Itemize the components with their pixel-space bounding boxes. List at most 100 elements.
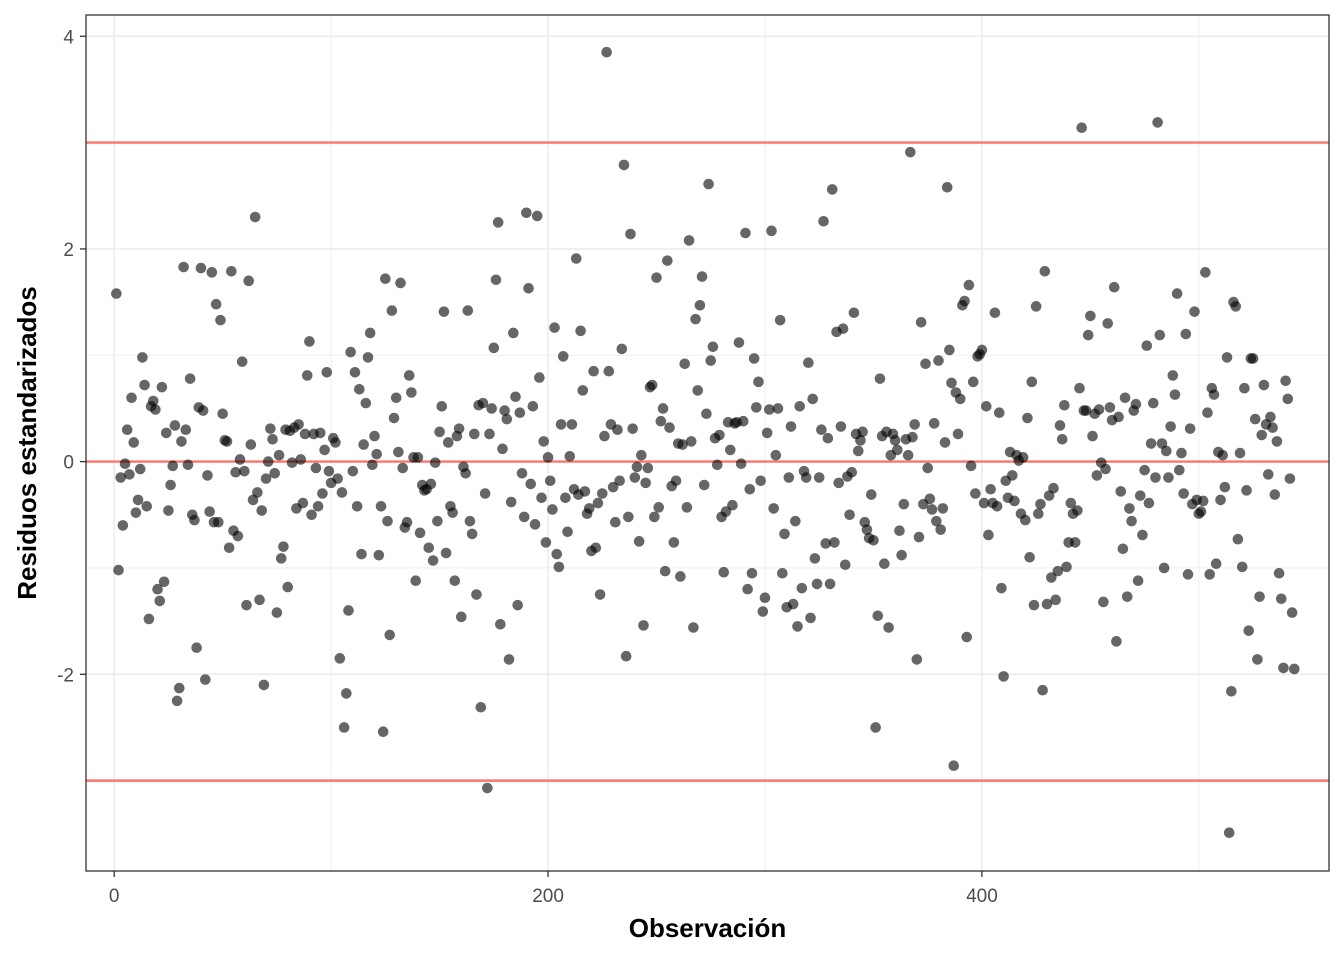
data-point (453, 423, 465, 434)
data-point (575, 325, 586, 337)
data-point (915, 317, 927, 328)
data-point (436, 401, 448, 412)
data-point (948, 760, 960, 772)
data-point (514, 407, 526, 418)
data-point (638, 620, 649, 631)
panel-fill (86, 15, 1329, 871)
data-point (1154, 329, 1166, 341)
data-point (380, 273, 391, 285)
data-point (965, 460, 977, 472)
data-point (1273, 567, 1285, 579)
data-point (119, 458, 131, 470)
data-point (937, 503, 949, 514)
data-point (902, 449, 914, 461)
data-point (260, 473, 272, 484)
data-point (121, 424, 133, 436)
data-point (599, 430, 610, 442)
data-point (961, 631, 973, 643)
data-point (414, 527, 426, 539)
x-tick-label: 200 (532, 886, 564, 907)
data-point (590, 542, 602, 554)
data-point (889, 435, 901, 446)
data-point (256, 505, 268, 516)
data-point (1280, 375, 1291, 387)
y-tick-label: -2 (57, 665, 74, 686)
data-point (607, 481, 619, 493)
data-point (254, 594, 265, 606)
data-point (464, 515, 476, 527)
data-point (482, 782, 493, 794)
data-point (184, 373, 196, 384)
data-point (510, 391, 521, 403)
data-point (989, 307, 1001, 319)
data-point (679, 358, 691, 370)
data-point (1221, 352, 1233, 363)
x-tick-label: 400 (966, 886, 998, 907)
data-point (488, 342, 500, 354)
data-point (751, 402, 762, 413)
data-point (1059, 399, 1070, 411)
data-point (1093, 404, 1105, 415)
data-point (1269, 489, 1281, 500)
data-point (1282, 393, 1294, 405)
data-point (1100, 463, 1111, 475)
data-point (334, 653, 346, 664)
data-point (1197, 495, 1209, 507)
data-point (1256, 429, 1268, 441)
data-point (976, 344, 988, 356)
data-point (501, 413, 513, 425)
data-point (651, 272, 662, 283)
data-point (234, 454, 246, 465)
data-point (245, 439, 257, 450)
data-point (397, 462, 409, 474)
data-point (820, 538, 832, 549)
data-point (764, 404, 775, 415)
data-point (954, 393, 966, 405)
data-point (390, 392, 402, 404)
data-point (1189, 306, 1200, 317)
data-point (1152, 117, 1163, 128)
data-point (779, 528, 790, 540)
data-point (336, 487, 348, 498)
y-tick-label: 4 (63, 27, 74, 48)
axis-ticks: 0 200 400 -2 0 2 4 (57, 27, 998, 907)
data-point (377, 726, 389, 738)
data-point (1130, 398, 1142, 410)
data-point (963, 279, 975, 291)
plot-panel (86, 15, 1329, 871)
data-point (920, 358, 931, 370)
data-point (440, 547, 452, 559)
data-point (1288, 663, 1300, 675)
data-point (388, 412, 400, 424)
data-point (688, 622, 699, 633)
data-point (523, 282, 534, 294)
data-point (215, 314, 226, 326)
data-point (154, 595, 166, 607)
data-point (462, 305, 474, 316)
data-point (996, 582, 1007, 594)
data-point (165, 479, 176, 491)
data-point (757, 606, 769, 617)
data-point (698, 479, 710, 491)
data-point (655, 415, 667, 427)
data-point (236, 356, 248, 367)
data-point (512, 599, 523, 611)
data-point (844, 509, 855, 521)
data-point (668, 537, 680, 548)
data-point (1265, 411, 1276, 423)
data-point (603, 365, 615, 377)
data-point (1121, 591, 1133, 602)
data-point (1009, 495, 1020, 507)
data-point (1182, 569, 1194, 580)
data-point (1219, 481, 1231, 493)
data-point (1169, 389, 1181, 400)
data-point (1254, 591, 1265, 602)
data-point (813, 472, 825, 483)
y-tick-label: 2 (63, 240, 74, 261)
data-point (933, 355, 944, 366)
data-point (442, 437, 454, 448)
data-point (200, 674, 211, 685)
data-point (759, 592, 771, 604)
data-point (1061, 561, 1072, 573)
data-point (627, 423, 638, 434)
